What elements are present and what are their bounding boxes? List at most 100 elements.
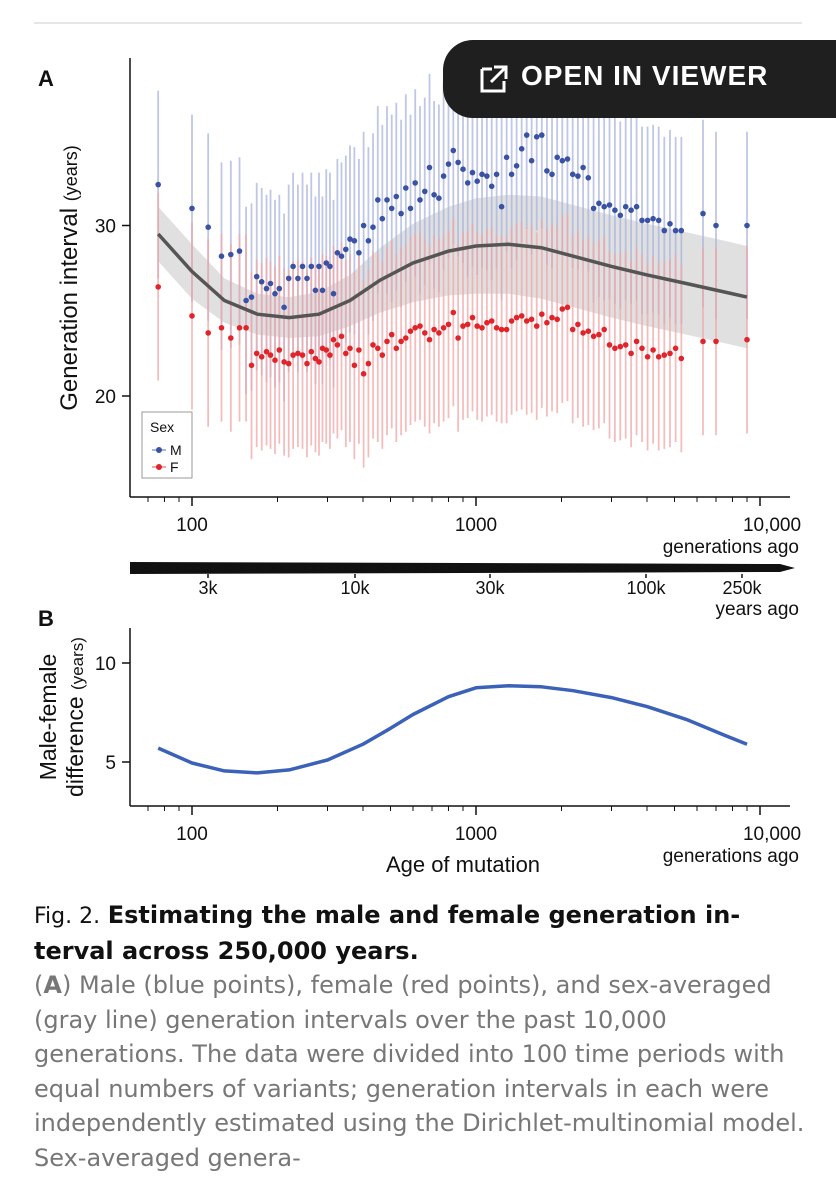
female-point [338, 333, 345, 340]
female-point [299, 352, 306, 358]
male-point [304, 275, 310, 282]
caption-title-text: Estimating the male and female generatio… [34, 901, 741, 965]
male-point [155, 181, 161, 188]
female-point [323, 347, 330, 353]
female-point [218, 325, 225, 331]
male-point [493, 171, 500, 178]
male-point [713, 222, 719, 229]
panel-a: 100 1000 10,000 20 30 generations ago Generati… [38, 41, 801, 558]
female-point [493, 325, 500, 331]
female-legend-swatch [156, 464, 162, 470]
male-female-difference-line [157, 684, 748, 775]
male-point [403, 185, 409, 191]
x-axis-label-b: Age of mutation [386, 852, 540, 877]
female-point [667, 350, 673, 357]
female-point [474, 323, 481, 329]
male-point [263, 285, 270, 292]
x-axis-label-a: generations ago [663, 537, 799, 558]
male-point [258, 279, 265, 285]
male-point [617, 212, 624, 219]
male-point [436, 195, 442, 201]
male-point [650, 215, 656, 222]
male-point [412, 180, 419, 186]
male-point [508, 171, 515, 178]
male-point [503, 154, 510, 161]
male-point [312, 287, 319, 294]
female-point [253, 350, 260, 357]
male-point [398, 210, 404, 217]
y-axis-label-a: Generation interval (years) [56, 145, 83, 410]
male-point [290, 263, 296, 270]
female-point [403, 335, 409, 341]
female-point [407, 328, 414, 335]
years-tick-label: 100k [626, 578, 666, 598]
female-point [384, 338, 390, 345]
male-point [417, 197, 423, 203]
female-point [431, 326, 437, 333]
male-point [513, 163, 520, 169]
male-point [253, 273, 260, 280]
male-point [365, 238, 372, 244]
male-point [189, 205, 195, 212]
female-point [281, 359, 287, 365]
years-ago-bar-shape [130, 562, 795, 574]
female-point [276, 347, 283, 353]
male-point [243, 297, 249, 304]
caption-body: (A) Male (blue points), female (red poin… [34, 971, 805, 1172]
female-point [347, 345, 353, 352]
female-point [243, 325, 249, 331]
caption-fig-number: Fig. 2. [34, 904, 101, 929]
y-tick-label: 30 [95, 217, 116, 238]
legend-title: Sex [150, 419, 174, 435]
y-axis-label-a-unit: (years) [61, 145, 81, 201]
caption-body-text: ) Male (blue points), female (red points… [34, 971, 805, 1172]
panel-a-label: A [38, 66, 54, 91]
sex-averaged-fit-line [156, 232, 748, 320]
female-point [479, 325, 485, 331]
female-point [513, 314, 520, 321]
male-point [678, 227, 685, 234]
female-point [304, 360, 310, 367]
male-point [564, 156, 571, 162]
female-point [523, 318, 530, 324]
female-point [327, 352, 333, 358]
female-point [379, 352, 386, 358]
open-in-viewer-button[interactable]: OPEN IN VIEWER [443, 40, 836, 118]
male-point [667, 221, 673, 227]
female-point [533, 323, 540, 329]
female-point [559, 306, 566, 312]
male-point [316, 263, 322, 270]
figure-chart: 100 1000 10,000 20 30 generations ago Generati… [35, 41, 801, 877]
male-point [379, 215, 386, 222]
female-point [488, 318, 495, 324]
female-point [544, 319, 550, 326]
female-point [655, 354, 662, 360]
female-point [564, 304, 571, 311]
years-tick-label: 3k [198, 578, 218, 598]
male-point [393, 193, 400, 200]
female-point [365, 360, 372, 367]
female-point [263, 348, 270, 355]
female-point [228, 335, 234, 341]
years-tick-label: 30k [475, 578, 505, 598]
years-tick-label: 250k [722, 578, 762, 598]
male-point [661, 227, 668, 234]
male-point [384, 197, 390, 203]
female-legend-label: F [170, 459, 179, 475]
male-point [533, 134, 540, 140]
male-point [484, 173, 490, 179]
male-point [450, 147, 457, 154]
male-point [299, 263, 306, 270]
female-point [295, 350, 301, 357]
male-point [639, 217, 645, 224]
male-point [744, 222, 750, 229]
female-point [549, 314, 555, 321]
male-point [469, 169, 476, 176]
male-point [554, 154, 560, 161]
male-point [498, 203, 505, 210]
female-point [417, 323, 423, 329]
female-point [644, 354, 651, 360]
male-point [559, 157, 566, 164]
female-point [464, 321, 471, 328]
